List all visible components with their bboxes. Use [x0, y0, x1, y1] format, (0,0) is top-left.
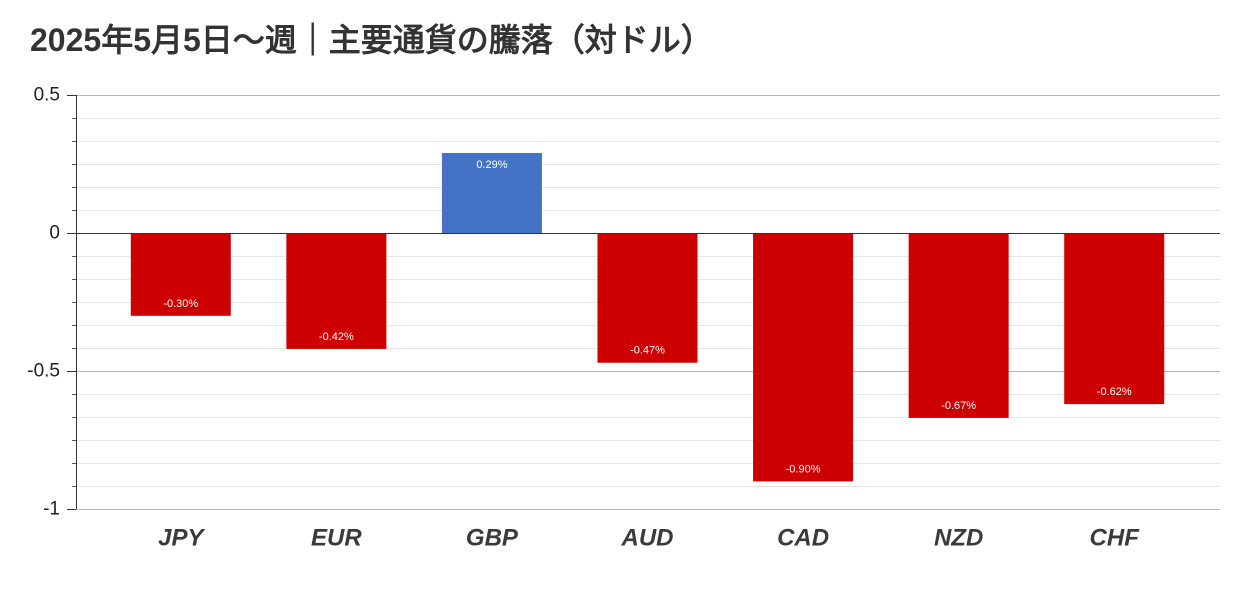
y-tick-label: 0: [49, 223, 60, 244]
x-tick-label-cad: CAD: [777, 525, 829, 552]
bar-aud: [597, 233, 698, 363]
x-tick-labels: JPY EUR GBP AUD CAD NZD CHF: [158, 525, 1140, 552]
x-tick-label-eur: EUR: [311, 525, 362, 552]
data-label-eur: -0.42%: [319, 331, 354, 343]
x-tick-label-chf: CHF: [1090, 525, 1141, 552]
bar-gbp: [441, 152, 542, 233]
data-label-aud: -0.47%: [630, 345, 665, 357]
data-label-gbp: 0.29%: [476, 159, 507, 171]
data-label-nzd: -0.67%: [941, 400, 976, 412]
bar-eur: [286, 233, 387, 349]
data-labels: -0.30% -0.42% 0.29% -0.47% -0.90% -0.67% -0.62…: [163, 159, 1132, 475]
y-tick-label: 0.5: [34, 85, 60, 106]
y-tick-labels: 0.5 0 -0.5 -1: [27, 85, 60, 520]
y-tick-label: -0.5: [27, 361, 60, 382]
x-tick-label-jpy: JPY: [158, 525, 205, 552]
y-tick-label: -1: [43, 499, 60, 520]
x-tick-label-gbp: GBP: [466, 525, 519, 552]
y-axis: [67, 95, 77, 510]
bar-jpy: [130, 233, 231, 316]
bars: [130, 152, 1165, 482]
x-tick-label-aud: AUD: [621, 525, 674, 552]
chart-title: 2025年5月5日～週｜主要通貨の騰落（対ドル）: [30, 22, 713, 58]
data-label-jpy: -0.30%: [163, 298, 198, 310]
bar-nzd: [908, 233, 1009, 418]
x-tick-label-nzd: NZD: [934, 525, 983, 552]
bar-chf: [1064, 233, 1165, 405]
bar-cad: [753, 233, 854, 482]
data-label-chf: -0.62%: [1097, 386, 1132, 398]
data-label-cad: -0.90%: [786, 463, 821, 475]
